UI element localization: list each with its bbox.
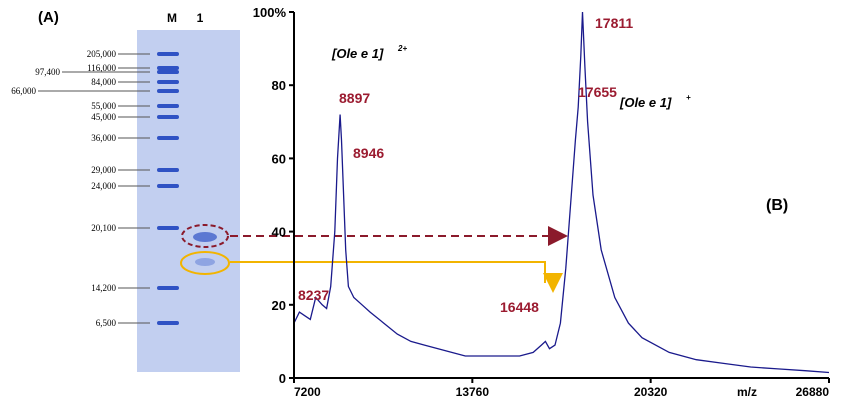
marker-label: 66,000 (11, 86, 36, 96)
marker-band (157, 286, 179, 290)
marker-band (157, 80, 179, 84)
ion-charge: 2+ (397, 44, 407, 53)
y-tick-label: 0 (279, 371, 286, 386)
marker-label: 14,200 (91, 283, 116, 293)
y-tick-label: 60 (272, 151, 286, 166)
marker-label: 6,500 (96, 318, 117, 328)
marker-band (157, 89, 179, 93)
peak-label: 17811 (595, 15, 633, 31)
marker-band (157, 66, 179, 70)
ion-charge: + (686, 93, 691, 102)
x-tick-label: 26880 (796, 385, 830, 399)
marker-label: 36,000 (91, 133, 116, 143)
panel-b-label: (B) (766, 197, 788, 214)
y-tick-label: 80 (272, 78, 286, 93)
lane-label: 1 (197, 11, 204, 25)
peak-label: 8897 (339, 90, 370, 106)
marker-band (157, 136, 179, 140)
marker-band (157, 321, 179, 325)
peak-label: 8237 (298, 287, 329, 303)
marker-label: 24,000 (91, 181, 116, 191)
y-tick-label: 20 (272, 298, 286, 313)
ion-label: [Ole e 1] (619, 95, 672, 110)
lane-label: M (167, 11, 177, 25)
peak-label: 8946 (353, 145, 384, 161)
marker-band (157, 168, 179, 172)
marker-band (157, 184, 179, 188)
x-tick-label: 13760 (456, 385, 490, 399)
marker-band (157, 70, 179, 74)
spectrum-line (294, 12, 829, 373)
y-tick-label: 100% (253, 5, 287, 20)
ion-label: [Ole e 1] (331, 46, 384, 61)
marker-label: 55,000 (91, 101, 116, 111)
y-tick-label: 40 (272, 225, 286, 240)
marker-label: 205,000 (87, 49, 117, 59)
arrow (230, 262, 545, 283)
marker-band (157, 104, 179, 108)
marker-label: 45,000 (91, 112, 116, 122)
peak-label: 17655 (578, 84, 617, 100)
marker-label: 97,400 (35, 67, 60, 77)
marker-band (157, 115, 179, 119)
panel-a-label: (A) (38, 9, 59, 26)
x-axis-label: m/z (737, 385, 757, 399)
x-tick-label: 20320 (634, 385, 668, 399)
peak-label: 16448 (500, 299, 539, 315)
marker-label: 20,100 (91, 223, 116, 233)
marker-label: 84,000 (91, 77, 116, 87)
marker-band (157, 52, 179, 56)
marker-label: 29,000 (91, 165, 116, 175)
x-tick-label: 7200 (294, 385, 321, 399)
gel (137, 30, 240, 372)
figure: (A) (B) m/z M1205,000116,00097,40084,000… (0, 0, 841, 403)
marker-band (157, 226, 179, 230)
